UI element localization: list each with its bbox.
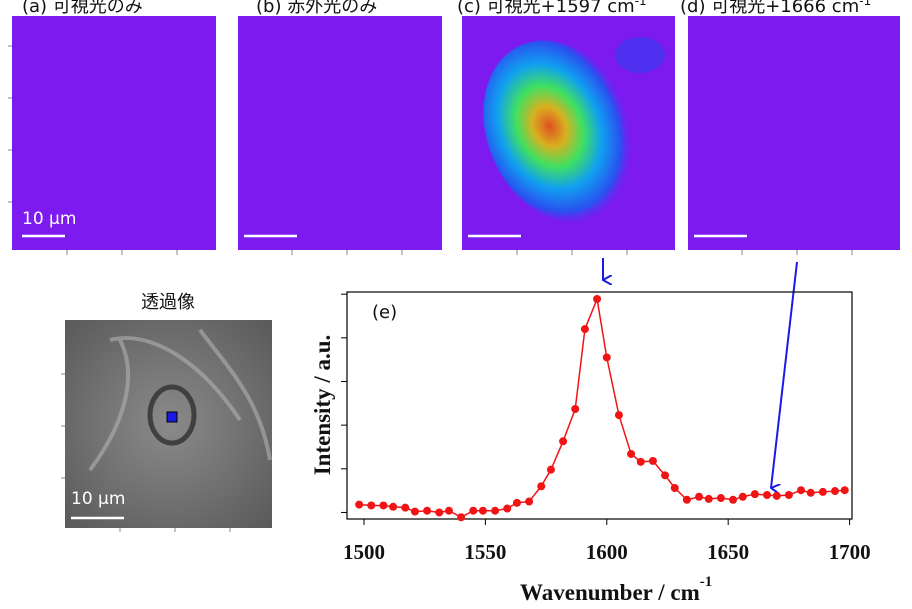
data-point <box>603 353 611 361</box>
data-point <box>717 494 725 502</box>
data-point <box>785 491 793 499</box>
panel-title: (c) 可視光+1597 cm-1 <box>457 0 647 17</box>
panel-c: (c) 可視光+1597 cm-1 <box>455 0 675 250</box>
x-tick-label: 1700 <box>829 540 871 564</box>
data-point <box>763 491 771 499</box>
data-point <box>627 450 635 458</box>
data-point <box>615 411 623 419</box>
spectrum-chart: (e) Wavenumber / cm-1 Intensity / a.u. 1… <box>310 292 871 605</box>
data-point <box>797 486 805 494</box>
data-point <box>671 484 679 492</box>
data-point <box>469 507 477 515</box>
data-point <box>661 471 669 479</box>
data-point <box>729 496 737 504</box>
data-point <box>819 488 827 496</box>
data-point <box>695 493 703 501</box>
panel-title: (a) 可視光のみ <box>22 0 143 17</box>
scale-label: 10 μm <box>22 209 76 229</box>
panel-title: (b) 赤外光のみ <box>256 0 377 17</box>
data-point <box>637 458 645 466</box>
x-tick-label: 1600 <box>586 540 628 564</box>
data-point <box>423 507 431 515</box>
scale-label: 10 μm <box>71 489 125 509</box>
data-point <box>831 487 839 495</box>
data-point <box>571 405 579 413</box>
data-point <box>503 505 511 513</box>
data-point <box>739 493 747 501</box>
data-point <box>649 457 657 465</box>
data-point <box>445 507 453 515</box>
x-tick-label: 1550 <box>464 540 506 564</box>
panel-d: (d) 可視光+1666 cm-1 <box>680 0 900 250</box>
data-point <box>367 501 375 509</box>
figure: 10 μm (a) 可視光のみ (b) 赤外光のみ (c) 可視光+1597 c… <box>0 0 912 609</box>
data-point <box>491 507 499 515</box>
data-point <box>401 504 409 512</box>
panel-title: 透過像 <box>141 292 195 313</box>
data-point <box>379 501 387 509</box>
data-point <box>389 503 397 511</box>
data-point <box>807 489 815 497</box>
x-axis-label: Wavenumber / cm-1 <box>520 574 712 605</box>
data-point <box>525 498 533 506</box>
data-point <box>683 496 691 504</box>
panel-b: (b) 赤外光のみ <box>238 0 442 250</box>
data-point <box>355 501 363 509</box>
data-point <box>457 513 465 521</box>
x-tick-label: 1650 <box>707 540 749 564</box>
annotation: (e) <box>372 302 397 323</box>
data-point <box>581 325 589 333</box>
data-point <box>435 508 443 516</box>
data-point <box>841 486 849 494</box>
data-point <box>705 495 713 503</box>
data-point <box>559 437 567 445</box>
data-point <box>751 490 759 498</box>
data-point <box>537 482 545 490</box>
data-point <box>513 499 521 507</box>
data-point <box>411 508 419 516</box>
plot-frame <box>347 292 852 519</box>
x-tick-label: 1500 <box>343 540 385 564</box>
data-point <box>547 466 555 474</box>
data-point <box>479 507 487 515</box>
panel-a: 10 μm (a) 可視光のみ <box>12 0 216 250</box>
arrow <box>771 262 797 488</box>
data-point <box>773 492 781 500</box>
panel-title: (d) 可視光+1666 cm-1 <box>680 0 871 17</box>
data-point <box>593 295 601 303</box>
transmission-panel: 透過像 10 μm <box>61 292 272 532</box>
y-axis-label: Intensity / a.u. <box>310 335 335 476</box>
